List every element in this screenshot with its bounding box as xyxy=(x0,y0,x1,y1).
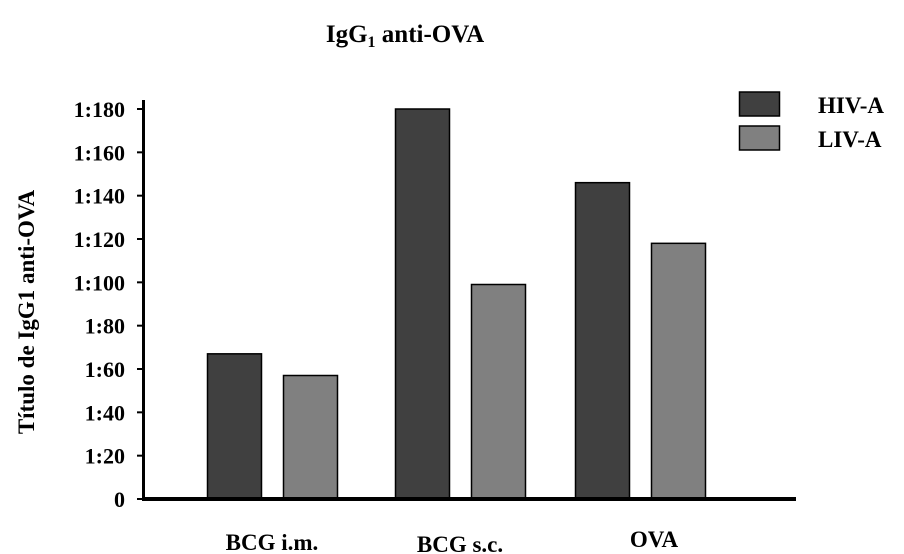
y-tick-label: 1:120 xyxy=(74,227,125,252)
bar-hiv-a-1 xyxy=(394,108,451,500)
bar-liv-a-0 xyxy=(282,374,339,500)
y-ticks: 0 1:20 1:40 1:60 1:80 1:100 1:120 1:140 1:160 1:1… xyxy=(74,97,143,512)
y-tick-label: 1:180 xyxy=(74,97,125,122)
y-tick-label: 1:60 xyxy=(85,357,125,382)
legend-swatch-hiv-a xyxy=(738,91,781,117)
y-axis-label: Título de IgG1 anti-OVA xyxy=(14,189,39,434)
y-tick-label: 1:40 xyxy=(85,400,125,425)
x-labels: BCG i.m. BCG s.c. OVA xyxy=(226,527,679,554)
y-tick-label: 1:160 xyxy=(74,140,125,165)
bar-liv-a-2 xyxy=(650,242,707,500)
y-tick-label: 1:100 xyxy=(74,270,125,295)
legend: HIV-A LIV-A xyxy=(738,91,884,152)
legend-label-liv-a: LIV-A xyxy=(818,127,882,152)
x-tick-label: OVA xyxy=(630,527,679,552)
y-tick-label: 0 xyxy=(114,487,125,512)
bar-hiv-a-0 xyxy=(206,353,263,500)
bar-hiv-a-2 xyxy=(574,181,631,500)
y-tick-label: 1:80 xyxy=(85,314,125,339)
legend-label-hiv-a: HIV-A xyxy=(818,93,884,118)
bar-liv-a-1 xyxy=(470,283,527,500)
y-tick-label: 1:20 xyxy=(85,444,125,469)
legend-swatch-liv-a xyxy=(738,125,781,151)
chart-title: IgG1 anti-OVA xyxy=(326,21,484,51)
y-tick-label: 1:140 xyxy=(74,184,125,209)
x-tick-label: BCG s.c. xyxy=(417,532,503,554)
bars xyxy=(206,108,707,500)
x-tick-label: BCG i.m. xyxy=(226,530,319,554)
